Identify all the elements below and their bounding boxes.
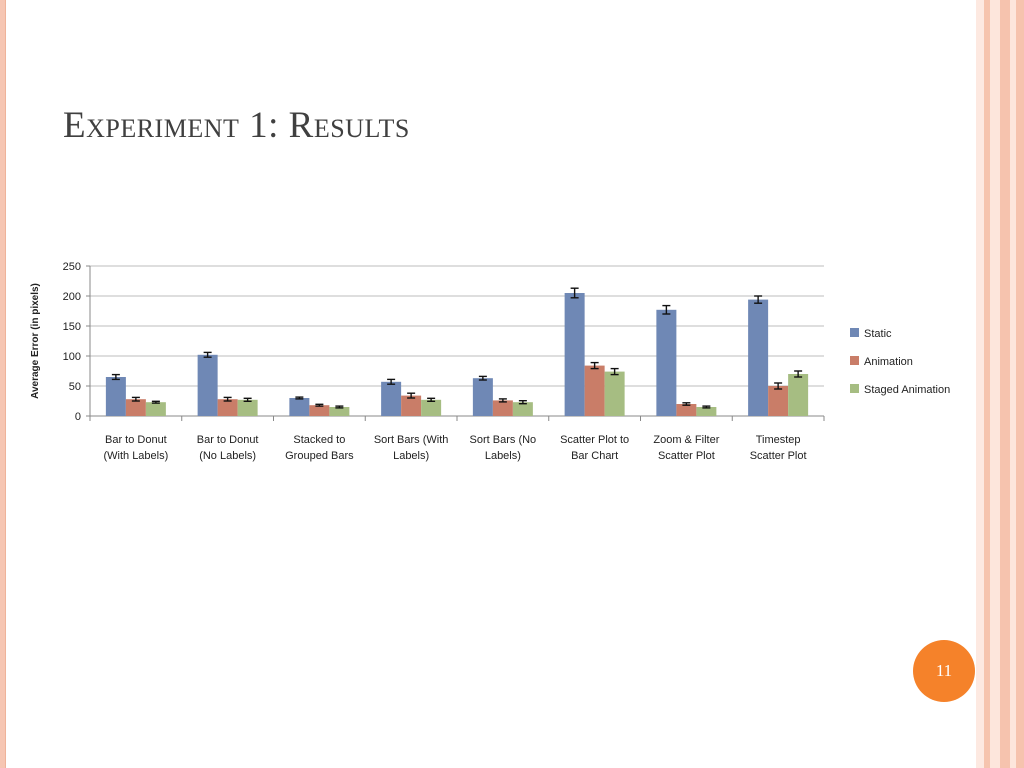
x-category-label: Bar Chart [571,450,618,462]
x-category-label: Labels) [393,450,429,462]
x-category-label: Grouped Bars [285,450,354,462]
bar-static [105,377,126,416]
x-category-label: Scatter Plot [658,450,715,462]
bar-static [381,381,402,416]
bar-static [289,398,310,416]
x-category-label: Bar to Donut [105,434,167,446]
legend-label: Static [864,328,892,340]
bar-static [564,293,585,416]
legend-swatch [850,356,859,365]
x-category-label: Sort Bars (No [470,434,537,446]
left-border-decoration [0,0,6,768]
y-tick-label: 100 [63,351,81,363]
legend-label: Staged Animation [864,384,950,396]
bar-staged-animation [512,402,533,416]
x-category-label: Stacked to [293,434,345,446]
x-category-label: Sort Bars (With [374,434,449,446]
x-category-label: (With Labels) [103,450,168,462]
legend-swatch [850,384,859,393]
x-category-label: Labels) [485,450,521,462]
y-tick-label: 50 [69,381,81,393]
bar-staged-animation [604,371,625,416]
bar-staged-animation [237,399,258,416]
y-tick-label: 150 [63,321,81,333]
bar-animation [676,404,697,416]
bar-static [472,378,493,416]
x-category-label: Timestep [756,434,801,446]
y-axis-label: Average Error (in pixels) [30,283,41,399]
x-category-label: Scatter Plot [750,450,807,462]
bar-animation [401,395,422,416]
x-category-label: (No Labels) [199,450,256,462]
x-category-label: Scatter Plot to [560,434,629,446]
slide-number-badge: 11 [913,640,975,702]
slide-title: Experiment 1: Results [63,105,410,146]
bar-animation [768,386,789,416]
bar-static [748,299,769,416]
x-category-label: Zoom & Filter [653,434,719,446]
bar-staged-animation [421,399,442,416]
bar-animation [125,399,146,416]
right-border-decoration [976,0,1024,768]
bar-animation [492,400,513,416]
y-tick-label: 250 [63,261,81,273]
bar-animation [309,405,330,416]
bar-static [656,309,677,416]
bar-static [197,354,218,416]
bar-staged-animation [145,402,166,416]
bar-animation [584,365,605,416]
bar-staged-animation [329,407,350,416]
bar-staged-animation [788,374,809,416]
bar-staged-animation [696,407,717,416]
x-category-label: Bar to Donut [197,434,259,446]
legend-swatch [850,328,859,337]
y-tick-label: 200 [63,291,81,303]
bar-chart: 0 50 100 150 200 250 Average Error (in pixels)… [22,255,967,480]
bar-animation [217,399,238,416]
chart-svg: 0 50 100 150 200 250 Average Error (in pixels)… [30,261,950,462]
legend-label: Animation [864,356,913,368]
y-tick-label: 0 [75,411,81,423]
